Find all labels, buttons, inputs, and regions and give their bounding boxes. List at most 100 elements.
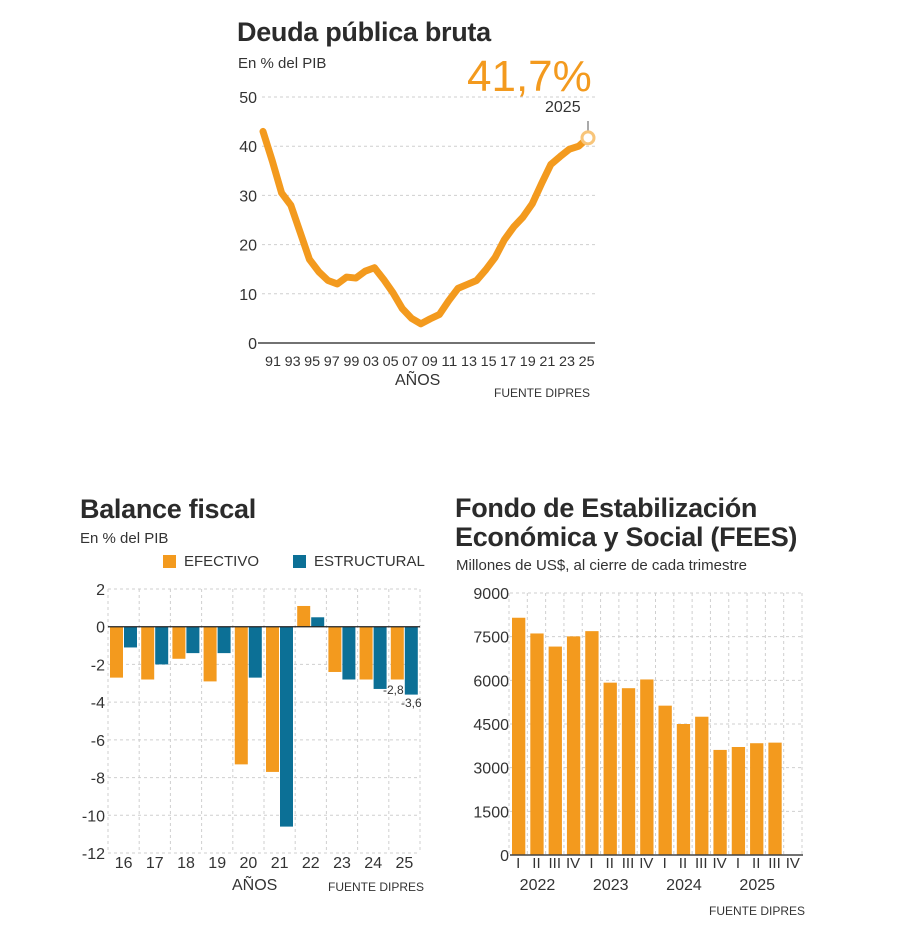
quarter-label: III — [549, 855, 562, 872]
bar-fees — [713, 749, 727, 855]
debt-line — [259, 127, 592, 328]
highlight-point — [580, 130, 596, 146]
y-tick-label: -2 — [91, 657, 105, 674]
bar-estructural — [186, 626, 200, 654]
balance-title: Balance fiscal — [80, 494, 256, 524]
debt-highlight-year: 2025 — [545, 99, 581, 116]
quarter-label: IV — [713, 855, 727, 872]
bar-efectivo — [234, 626, 248, 765]
bar-efectivo — [172, 626, 186, 659]
y-tick-label: -6 — [91, 733, 105, 750]
y-tick-label: 10 — [239, 287, 257, 304]
x-tick-label: 20 — [240, 855, 258, 872]
y-tick-label: 40 — [239, 139, 257, 156]
x-tick-label: 25 — [396, 855, 414, 872]
y-tick-label: 0 — [248, 336, 257, 353]
x-tick-label: 91 — [265, 353, 281, 369]
fees-title-line2: Económica y Social (FEES) — [455, 522, 798, 552]
y-tick-label: 30 — [239, 188, 257, 205]
bar-fees — [731, 746, 746, 855]
y-tick-label: 7500 — [473, 630, 509, 647]
y-tick-label: 20 — [239, 238, 257, 255]
year-label: 2022 — [520, 877, 556, 894]
quarter-label: II — [752, 855, 760, 872]
bar-estructural — [217, 626, 231, 654]
year-label: 2023 — [593, 877, 629, 894]
bar-fees — [676, 724, 691, 855]
y-tick-label: 9000 — [473, 586, 509, 603]
legend-label: ESTRUCTURAL — [314, 553, 425, 570]
x-tick-label: 93 — [285, 353, 301, 369]
bar-estructural — [155, 626, 169, 665]
debt-title: Deuda pública bruta — [237, 17, 491, 47]
bar-fees — [530, 633, 544, 855]
quarter-label: II — [606, 855, 614, 872]
bar-estructural — [404, 626, 418, 695]
y-tick-label: -12 — [82, 846, 105, 863]
bar-fees — [750, 743, 764, 855]
bar-estructural — [311, 617, 325, 627]
x-tick-label: 22 — [302, 855, 320, 872]
y-tick-label: -4 — [91, 695, 105, 712]
legend-efectivo: EFECTIVO — [163, 553, 259, 570]
x-tick-label: 03 — [363, 353, 379, 369]
quarter-label: I — [663, 855, 667, 872]
x-tick-label: 11 — [441, 353, 457, 369]
year-label: 2025 — [739, 877, 775, 894]
bar-estructural — [373, 626, 387, 689]
bar-fees — [548, 646, 562, 855]
x-tick-label: 21 — [539, 353, 555, 369]
y-tick-label: 0 — [500, 848, 509, 865]
x-tick-label: 13 — [461, 353, 477, 369]
bar-efectivo — [297, 605, 311, 627]
x-tick-label: 15 — [481, 353, 497, 369]
bar-fees — [658, 705, 672, 855]
quarter-label: IV — [566, 855, 580, 872]
fees-source: FUENTE DIPRES — [709, 904, 806, 918]
quarter-label: I — [516, 855, 520, 872]
data-label-estructural: -3,6 — [401, 696, 422, 710]
balance-xlabel: AÑOS — [232, 877, 278, 894]
bar-efectivo — [110, 626, 123, 678]
x-tick-label: 16 — [115, 855, 133, 872]
bar-fees — [695, 716, 709, 855]
quarter-label: I — [589, 855, 593, 872]
x-tick-label: 99 — [343, 353, 359, 369]
x-tick-label: 09 — [422, 353, 438, 369]
legend-swatch-orange — [163, 555, 176, 568]
bar-efectivo — [359, 626, 373, 680]
y-tick-label: 0 — [96, 620, 105, 637]
bar-estructural — [342, 626, 356, 680]
y-tick-label: -10 — [82, 808, 105, 825]
debt-highlight-value: 41,7% — [467, 52, 592, 101]
y-tick-label: 50 — [239, 90, 257, 107]
y-tick-label: 2 — [96, 582, 105, 599]
bar-fees — [512, 617, 526, 855]
quarter-label: I — [736, 855, 740, 872]
x-tick-label: 17 — [500, 353, 516, 369]
x-tick-label: 23 — [559, 353, 575, 369]
y-tick-label: 6000 — [473, 673, 509, 690]
bar-estructural — [124, 626, 137, 648]
legend-label: EFECTIVO — [184, 553, 260, 570]
y-tick-label: 3000 — [473, 761, 509, 778]
fees-title-line1: Fondo de Estabilización — [455, 493, 758, 523]
y-tick-label: 1500 — [473, 804, 509, 821]
x-tick-label: 19 — [520, 353, 536, 369]
debt-source: FUENTE DIPRES — [494, 386, 591, 400]
x-tick-label: 95 — [304, 353, 320, 369]
quarter-label: III — [768, 855, 781, 872]
bar-efectivo — [328, 626, 342, 672]
quarter-label: II — [679, 855, 687, 872]
balance-source: FUENTE DIPRES — [328, 880, 425, 894]
y-tick-label: -8 — [91, 771, 105, 788]
quarter-label: IV — [639, 855, 653, 872]
x-tick-label: 07 — [402, 353, 418, 369]
x-tick-label: 05 — [383, 353, 399, 369]
quarter-label: IV — [786, 855, 800, 872]
bar-estructural — [248, 626, 262, 678]
x-tick-label: 21 — [271, 855, 289, 872]
quarter-label: III — [622, 855, 635, 872]
